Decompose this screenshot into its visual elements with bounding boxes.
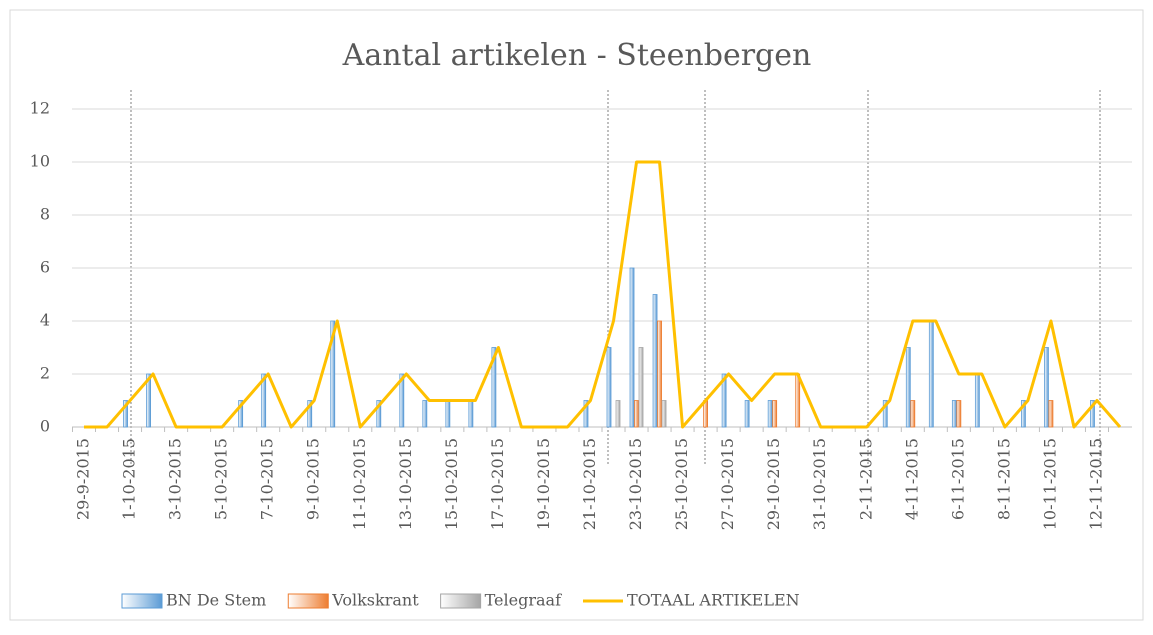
bar — [1044, 347, 1049, 428]
bar — [661, 400, 667, 428]
x-tick-label: 9-10-2015 — [304, 438, 323, 520]
y-tick-label: 4 — [40, 311, 50, 330]
bar — [606, 347, 612, 428]
bar — [910, 400, 916, 428]
total-line — [84, 160, 1122, 429]
bar — [491, 347, 497, 428]
x-tick-label: 25-10-2015 — [672, 438, 691, 530]
x-tick-label: 5-10-2015 — [212, 438, 231, 520]
legend-swatch — [121, 593, 163, 609]
bar — [634, 400, 639, 428]
y-tick-label: 6 — [40, 258, 50, 277]
x-tick-label: 27-10-2015 — [718, 438, 737, 530]
x-tick-label: 13-10-2015 — [396, 438, 415, 530]
x-tick-label: 7-10-2015 — [258, 438, 277, 520]
bar — [123, 400, 128, 428]
x-tick-label: 19-10-2015 — [534, 438, 553, 530]
y-tick-label: 2 — [40, 364, 50, 383]
bar — [238, 400, 244, 428]
bar — [1090, 400, 1095, 428]
chart-title: Aantal artikelen - Steenbergen — [342, 38, 812, 73]
bar — [951, 400, 957, 428]
bar — [307, 400, 313, 428]
bar — [974, 373, 980, 428]
bar — [422, 400, 428, 428]
bar — [956, 400, 962, 428]
x-tick-label: 21-10-2015 — [580, 438, 599, 530]
bar — [615, 400, 621, 428]
legend-label: Volkskrant — [331, 591, 419, 610]
bar — [882, 400, 888, 428]
bar — [330, 320, 336, 428]
x-tick-label: 15-10-2015 — [442, 438, 461, 530]
bar — [721, 373, 727, 428]
x-tick-label: 3-10-2015 — [166, 438, 185, 520]
bar — [468, 400, 474, 428]
x-tick-label: 29-9-2015 — [74, 438, 93, 520]
x-tick-label: 1-10-2015 — [120, 438, 139, 520]
y-tick-label: 12 — [30, 99, 50, 118]
x-tick-label: 23-10-2015 — [626, 438, 645, 530]
bar — [445, 400, 451, 428]
bar — [399, 373, 405, 428]
x-tick-label: 17-10-2015 — [488, 438, 507, 530]
bar — [1021, 400, 1026, 428]
legend-swatch — [287, 593, 329, 609]
x-tick-label: 6-11-2015 — [948, 438, 967, 520]
y-tick-label: 10 — [30, 152, 50, 171]
x-tick-label: 29-10-2015 — [764, 438, 783, 530]
bar — [376, 400, 382, 428]
bar — [638, 347, 644, 428]
x-tick-label: 11-10-2015 — [350, 438, 369, 530]
x-tick-label: 12-11-2015 — [1086, 438, 1105, 530]
legend-swatch — [440, 593, 482, 609]
x-tick-label: 10-11-2015 — [1040, 438, 1059, 530]
bar — [744, 400, 750, 428]
legend-label: TOTAAL ARTIKELEN — [627, 591, 800, 610]
bar — [905, 347, 911, 428]
bar — [657, 320, 662, 428]
bar — [146, 373, 151, 428]
legend-label: Telegraaf — [485, 591, 562, 610]
bar — [1048, 400, 1054, 428]
bar — [652, 294, 658, 428]
bar — [261, 373, 267, 428]
bar — [703, 400, 708, 428]
bar — [795, 373, 801, 428]
bar — [767, 400, 773, 428]
bar — [583, 400, 589, 428]
bar — [928, 320, 934, 428]
y-tick-label: 0 — [40, 417, 50, 436]
bar — [772, 400, 778, 428]
chart-border — [9, 9, 1144, 621]
x-tick-label: 2-11-2015 — [856, 438, 875, 520]
x-tick-label: 8-11-2015 — [994, 438, 1013, 520]
legend-label: BN De Stem — [166, 591, 266, 610]
bar — [629, 267, 635, 428]
x-tick-label: 4-11-2015 — [902, 438, 921, 520]
y-tick-label: 8 — [40, 205, 50, 224]
x-tick-label: 31-10-2015 — [810, 438, 829, 530]
